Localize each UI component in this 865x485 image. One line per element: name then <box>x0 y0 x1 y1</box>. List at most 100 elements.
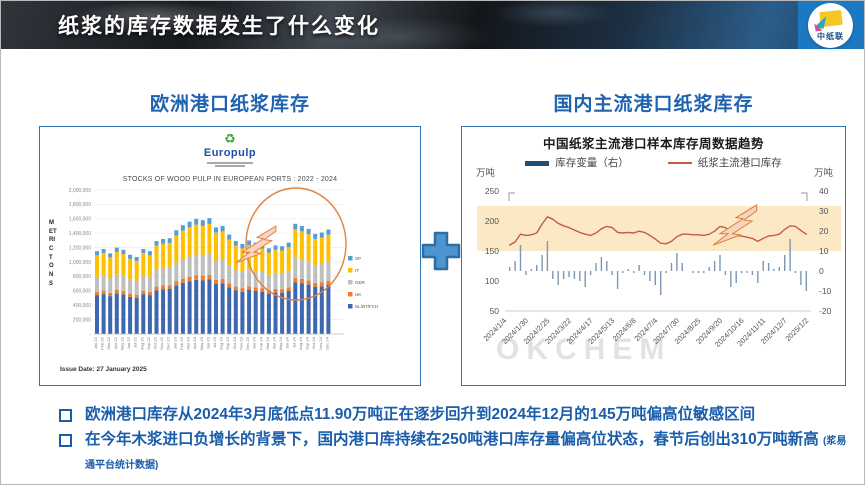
cn-right-ticks: -20 -10 0 10 20 30 40 <box>819 186 832 316</box>
svg-text:Oct-23: Oct-23 <box>232 336 237 349</box>
bullet-item-2: 在今年木浆进口负增长的背景下，国内港口库持续在250吨港口库存量偏高位状态，春节… <box>59 428 855 475</box>
bar-swatch-icon <box>525 160 550 166</box>
plus-icon <box>420 230 462 272</box>
svg-text:Nov-23: Nov-23 <box>238 336 243 350</box>
svg-text:200: 200 <box>485 216 499 226</box>
bullet-text-2-main: 在今年木浆进口负增长的背景下，国内港口库持续在250吨港口库存量偏高位状态，春节… <box>85 431 819 449</box>
svg-text:Apr-23: Apr-23 <box>192 336 197 349</box>
svg-text:2025/1/2: 2025/1/2 <box>783 316 810 343</box>
svg-text:Jun-23: Jun-23 <box>205 336 210 349</box>
svg-text:May-24: May-24 <box>278 336 283 350</box>
svg-text:1,200,000: 1,200,000 <box>69 245 91 251</box>
left-chart-heading: 欧洲港口纸浆库存 <box>149 94 310 115</box>
svg-text:Sep-22: Sep-22 <box>146 336 151 350</box>
europulp-panel: ♻ Europulp STOCKS OF WOOD PULP IN EUROPE… <box>39 126 421 386</box>
euro-x-labels: Jan-22 Feb-22 Mar-22 Apr-22 May-22 Jun-22 Jul-… <box>93 336 329 350</box>
legend-line-label: 纸浆主流港口库存 <box>697 157 782 169</box>
svg-text:SP: SP <box>355 256 361 261</box>
svg-text:Aug-22: Aug-22 <box>139 336 144 350</box>
svg-text:0: 0 <box>819 266 824 276</box>
svg-text:Jul-23: Jul-23 <box>212 336 217 348</box>
svg-text:Jun-22: Jun-22 <box>126 336 131 349</box>
svg-text:Feb-23: Feb-23 <box>179 336 184 349</box>
euro-chart-title: STOCKS OF WOOD PULP IN EUROPEAN PORTS : … <box>122 176 338 183</box>
svg-text:200,000: 200,000 <box>73 317 91 323</box>
legend-item-bar: 库存变量（右） <box>525 155 629 170</box>
svg-text:30: 30 <box>819 206 829 216</box>
euro-chart: 2,000,000 1,800,000 1,600,000 1,400,000 1,20… <box>69 187 378 350</box>
company-logo-icon: 中纸联 <box>808 3 853 48</box>
svg-text:2,000,000: 2,000,000 <box>69 188 91 194</box>
svg-text:150: 150 <box>485 246 499 256</box>
cn-chart-legend: 库存变量（右） 纸浆主流港口库存 <box>462 155 845 170</box>
svg-text:Nov-22: Nov-22 <box>159 336 164 350</box>
brand-block: 中纸联 <box>798 1 864 49</box>
legend-item-line: 纸浆主流港口库存 <box>667 155 782 170</box>
logo-text: 中纸联 <box>817 32 844 41</box>
cn-x-labels: 2024/1/42024/1/302024/2/252024/3/222024/… <box>481 316 810 349</box>
svg-text:Feb-22: Feb-22 <box>100 336 105 349</box>
svg-text:1,400,000: 1,400,000 <box>69 231 91 237</box>
svg-text:Dec-22: Dec-22 <box>166 336 171 350</box>
europulp-brand-text: Europulp <box>203 146 257 159</box>
svg-text:40: 40 <box>819 186 829 196</box>
svg-text:Jan-23: Jan-23 <box>172 336 177 349</box>
svg-text:May-22: May-22 <box>119 336 124 350</box>
svg-text:Aug-23: Aug-23 <box>219 336 224 350</box>
right-axis-unit: 万吨 <box>813 168 833 179</box>
cn-bars <box>509 239 807 295</box>
page-title: 纸浆的库存数据发生了什么变化 <box>58 15 380 38</box>
svg-text:Oct-24: Oct-24 <box>311 336 316 349</box>
svg-text:1,800,000: 1,800,000 <box>69 202 91 208</box>
svg-text:GER: GER <box>355 280 366 285</box>
svg-text:Aug-24: Aug-24 <box>298 336 303 350</box>
bullet-text-1: 欧洲港口库存从2024年3月底低点11.90万吨正在逐步回升到2024年12月的… <box>85 406 756 423</box>
euro-bars <box>95 218 331 334</box>
cn-chart-title: 中国纸浆主流港口样本库存周数据趋势 <box>542 137 764 151</box>
svg-text:Apr-22: Apr-22 <box>113 336 118 349</box>
euro-y-axis-label: METRIC TONS <box>49 220 57 287</box>
svg-text:1,600,000: 1,600,000 <box>69 217 91 223</box>
svg-text:May-23: May-23 <box>199 336 204 350</box>
bullet-list: 欧洲港口库存从2024年3月底低点11.90万吨正在逐步回升到2024年12月的… <box>59 403 855 477</box>
svg-text:Dec-24: Dec-24 <box>324 336 329 350</box>
svg-text:Sep-23: Sep-23 <box>225 336 230 350</box>
svg-text:50: 50 <box>490 306 500 316</box>
svg-text:400,000: 400,000 <box>73 303 91 309</box>
euro-legend: SP IT GER UK NL/BT/FCH <box>348 256 378 309</box>
svg-text:-10: -10 <box>819 286 832 296</box>
china-panel: 中国纸浆主流港口样本库存周数据趋势 库存变量（右） 纸浆主流港口库存 万吨 万吨… <box>461 126 846 386</box>
bullet-text-2: 在今年木浆进口负增长的背景下，国内港口库持续在250吨港口库存量偏高位状态，春节… <box>85 428 855 475</box>
recycle-icon: ♻ <box>224 131 236 146</box>
lightning-arrow-icon <box>235 225 277 264</box>
svg-text:20: 20 <box>819 226 829 236</box>
svg-text:Jul-24: Jul-24 <box>291 336 296 348</box>
svg-text:600,000: 600,000 <box>73 289 91 295</box>
svg-text:Oct-22: Oct-22 <box>153 336 158 349</box>
svg-text:Jun-24: Jun-24 <box>285 336 290 349</box>
cn-chart: 50 100 150 200 250 -20 -10 0 10 20 30 40 2024/1/4202… <box>477 186 841 349</box>
svg-text:1,000,000: 1,000,000 <box>69 260 91 266</box>
svg-text:100: 100 <box>485 276 499 286</box>
bullet-square-icon <box>59 434 72 448</box>
svg-text:Apr-24: Apr-24 <box>272 336 277 349</box>
svg-text:NL/BT/FCH: NL/BT/FCH <box>355 304 378 309</box>
bullet-item-1: 欧洲港口库存从2024年3月底低点11.90万吨正在逐步回升到2024年12月的… <box>59 403 855 426</box>
svg-text:IT: IT <box>355 268 359 273</box>
svg-text:Feb-24: Feb-24 <box>258 336 263 349</box>
svg-text:Jan-24: Jan-24 <box>252 336 257 349</box>
europulp-sub-lines <box>40 161 420 167</box>
cn-line <box>509 216 807 246</box>
europulp-logo: ♻ Europulp <box>40 131 420 168</box>
svg-text:Sep-24: Sep-24 <box>305 336 310 350</box>
svg-text:Mar-22: Mar-22 <box>106 336 111 349</box>
highlight-band <box>477 206 841 251</box>
svg-text:Mar-24: Mar-24 <box>265 336 270 349</box>
svg-text:250: 250 <box>485 186 499 196</box>
left-axis-unit: 万吨 <box>476 168 496 179</box>
lightning-arrow-icon <box>712 204 758 246</box>
bullet-source: (浆易通平台统计数据) <box>85 436 847 471</box>
svg-text:UK: UK <box>355 292 361 297</box>
bullet-square-icon <box>59 409 72 422</box>
